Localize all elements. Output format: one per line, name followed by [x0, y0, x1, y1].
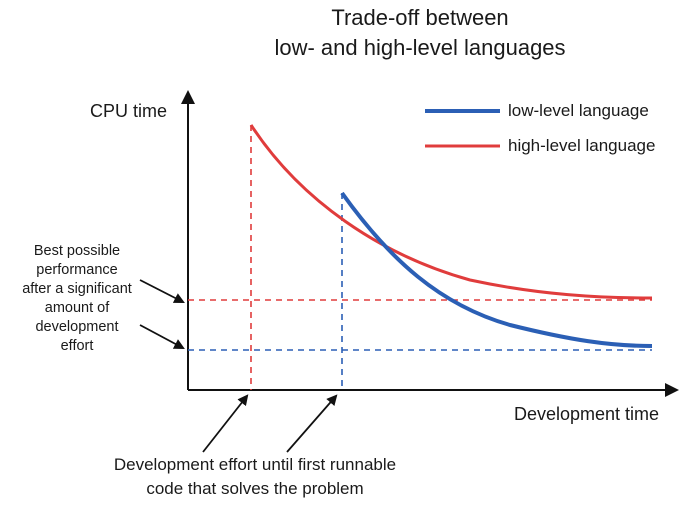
- x-axis-label: Development time: [514, 404, 660, 424]
- low-level-curve: [340, 191, 653, 348]
- first-runnable-low-arrow: [286, 394, 338, 453]
- legend-high-label: high-level language: [508, 136, 656, 155]
- best-performance-line: Best possible: [33, 243, 121, 259]
- title-line-2: low- and high-level languages: [274, 35, 566, 60]
- first-runnable-note: Development effort until first runnable …: [45, 453, 465, 501]
- high-level-curve: [249, 124, 653, 300]
- legend-low-label: low-level language: [508, 101, 649, 120]
- first-runnable-high-arrow: [202, 394, 249, 453]
- first-runnable-line: Development effort until first runnable: [113, 455, 397, 474]
- best-low-arrow: [139, 324, 185, 350]
- best-performance-line: effort: [60, 338, 94, 354]
- first-runnable-line: code that solves the problem: [146, 479, 364, 498]
- y-axis-label: CPU time: [90, 101, 168, 121]
- best-high-arrow: [139, 279, 185, 303]
- best-performance-line: amount of: [44, 300, 110, 316]
- title-line-1: Trade-off between: [331, 5, 509, 30]
- best-performance-note: Best possible performance after a signif…: [2, 242, 152, 356]
- best-performance-line: development: [35, 319, 119, 335]
- best-performance-line: after a significant: [22, 281, 132, 297]
- best-performance-line: performance: [36, 262, 118, 278]
